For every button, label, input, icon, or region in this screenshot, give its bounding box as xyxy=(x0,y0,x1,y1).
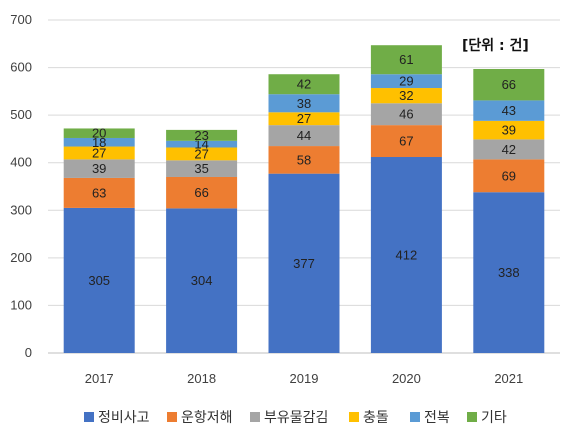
y-tick-label: 400 xyxy=(10,155,32,170)
data-label: 27 xyxy=(297,111,311,126)
data-label: 35 xyxy=(194,161,208,176)
data-label: 61 xyxy=(399,52,413,67)
y-tick-label: 0 xyxy=(25,345,32,360)
data-label: 66 xyxy=(194,185,208,200)
bar-segment xyxy=(268,146,340,174)
y-tick-label: 200 xyxy=(10,250,32,265)
data-label: 338 xyxy=(498,265,520,280)
data-label: 66 xyxy=(502,77,516,92)
legend-swatch xyxy=(167,412,177,422)
bar-segment xyxy=(166,147,238,161)
bar-segment xyxy=(473,192,545,353)
bars: 3056339271820304663527142337758442738424… xyxy=(63,45,545,353)
data-label: 46 xyxy=(399,107,413,122)
bar-segment xyxy=(370,74,442,89)
legend-label: 충돌 xyxy=(363,410,389,426)
data-label: 27 xyxy=(194,146,208,161)
bar-segment xyxy=(63,207,135,353)
y-tick-label: 700 xyxy=(10,12,32,27)
legend-swatch xyxy=(250,412,260,422)
bar-segment xyxy=(166,176,238,209)
legend-label: 전복 xyxy=(424,410,450,426)
legend-swatch xyxy=(84,412,94,422)
y-tick-label: 600 xyxy=(10,60,32,75)
data-label: 38 xyxy=(297,96,311,111)
bar-segment xyxy=(63,137,135,147)
legend-label: 운항저해 xyxy=(181,410,233,426)
legend-swatch xyxy=(467,412,477,422)
bar-segment xyxy=(370,157,442,353)
data-label: 29 xyxy=(399,74,413,89)
bar-segment xyxy=(268,112,340,126)
x-tick-label: 2020 xyxy=(392,371,421,386)
bar-segment xyxy=(63,177,135,208)
data-label: 58 xyxy=(297,152,311,167)
y-axis-ticks: 0 100 200 300 400 500 600 700 xyxy=(10,12,32,360)
bar-segment xyxy=(63,146,135,160)
bar-segment xyxy=(63,159,135,178)
legend-label: 부유물감김 xyxy=(264,410,328,426)
y-tick-label: 100 xyxy=(10,297,32,312)
data-label: 20 xyxy=(92,126,106,141)
legend: 정비사고 운항저해 부유물감김 충돌 전복 기타 xyxy=(84,410,507,426)
data-label: 305 xyxy=(88,273,110,288)
x-tick-label: 2017 xyxy=(85,371,114,386)
bar-segment xyxy=(473,120,545,140)
bar-segment xyxy=(166,140,238,148)
bar-segment xyxy=(473,100,545,121)
bar-segment xyxy=(370,125,442,158)
bar-segment xyxy=(473,139,545,160)
unit-note: [단위 : 건] xyxy=(462,37,529,54)
bar-segment xyxy=(63,128,135,138)
x-tick-label: 2019 xyxy=(290,371,319,386)
legend-label: 기타 xyxy=(481,410,507,426)
bar-segment xyxy=(268,125,340,147)
legend-label: 정비사고 xyxy=(98,410,150,426)
data-label: 42 xyxy=(502,142,516,157)
data-label: 69 xyxy=(502,168,516,183)
bar-segment xyxy=(268,74,340,95)
legend-swatch xyxy=(349,412,359,422)
data-label: 18 xyxy=(92,135,106,150)
bar-segment xyxy=(370,45,442,75)
data-label: 63 xyxy=(92,185,106,200)
data-label: 27 xyxy=(92,145,106,160)
bar-segment xyxy=(268,173,340,353)
y-tick-label: 300 xyxy=(10,202,32,217)
bar-segment xyxy=(370,103,442,126)
bar-segment xyxy=(268,94,340,113)
x-tick-label: 2018 xyxy=(187,371,216,386)
data-label: 23 xyxy=(194,128,208,143)
bar-segment xyxy=(166,208,238,353)
bar-segment xyxy=(473,159,545,193)
data-label: 412 xyxy=(396,248,418,263)
bar-segment xyxy=(473,68,545,101)
bar-segment xyxy=(166,160,238,177)
data-label: 39 xyxy=(502,123,516,138)
x-tick-label: 2021 xyxy=(494,371,523,386)
data-label: 32 xyxy=(399,88,413,103)
data-label: 67 xyxy=(399,134,413,149)
data-label: 43 xyxy=(502,103,516,118)
data-label: 44 xyxy=(297,128,311,143)
legend-swatch xyxy=(410,412,420,422)
data-label: 377 xyxy=(293,256,315,271)
x-axis-ticks: 2017 2018 2019 2020 2021 xyxy=(85,371,524,386)
data-label: 304 xyxy=(191,273,213,288)
y-tick-label: 500 xyxy=(10,107,32,122)
data-label: 42 xyxy=(297,77,311,92)
bar-segment xyxy=(370,88,442,104)
bar-segment xyxy=(166,129,238,141)
data-label: 39 xyxy=(92,161,106,176)
